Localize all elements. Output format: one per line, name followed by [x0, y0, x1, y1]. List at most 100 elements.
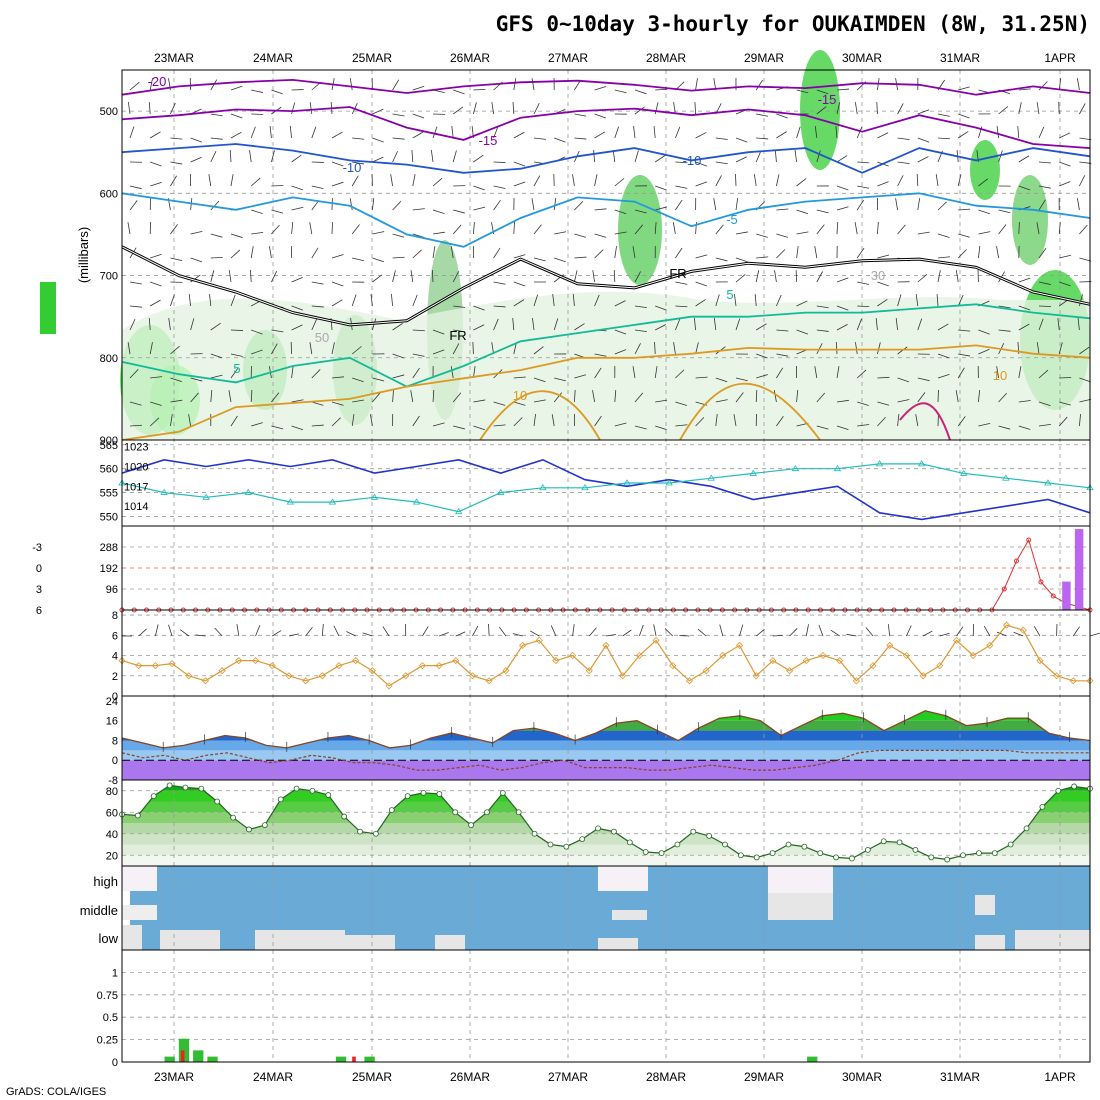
wind-barb: [634, 106, 645, 115]
wind-speed-marker: [685, 677, 694, 685]
wind-barb: [493, 247, 501, 259]
wind-barb: [452, 106, 464, 115]
pressure-tick: 700: [100, 271, 118, 283]
precip-tick: 0.5: [103, 1012, 118, 1024]
wind-barb: [170, 224, 178, 235]
wind-speed-marker: [251, 657, 260, 665]
rh-band: [122, 833, 1090, 845]
precip-tick: 1: [112, 967, 118, 979]
cloud-block: [598, 866, 648, 891]
wind-barb: [1079, 257, 1092, 262]
surface-wind-barb: [455, 631, 466, 637]
wind-barb: [734, 294, 737, 307]
wind-barb: [210, 200, 220, 211]
wind-barb: [715, 399, 728, 403]
wind-barb: [513, 254, 526, 259]
wind-barb: [372, 392, 381, 403]
wind-barb: [776, 174, 780, 187]
wind-barb: [513, 401, 526, 406]
wind-barb: [955, 390, 959, 403]
surface-wind-barb: [362, 632, 373, 637]
wind-barb: [816, 392, 826, 403]
wind-barb: [271, 150, 275, 163]
rh-marker: [753, 854, 760, 861]
wind-barb: [776, 416, 784, 427]
wind-barb: [715, 175, 722, 187]
wind-barb: [432, 177, 443, 187]
wind-barb: [998, 150, 1003, 163]
wind-barb: [897, 103, 904, 115]
rh-tick: 40: [106, 829, 118, 841]
wind-speed-marker: [969, 651, 977, 660]
wind-barb: [675, 199, 683, 211]
wind-barb: [291, 305, 304, 311]
wind-barb: [756, 353, 768, 359]
wind-barb: [513, 78, 517, 91]
rh-marker: [404, 793, 411, 800]
rh-marker: [976, 850, 982, 856]
wind-speed-marker: [518, 641, 527, 649]
lifted-tick: 6: [36, 605, 42, 617]
wind-barb: [735, 198, 739, 211]
wind-barb: [493, 161, 506, 163]
isotherm-line: [479, 390, 601, 441]
wind-barb: [210, 390, 213, 403]
wind-barb: [835, 126, 838, 139]
wind-barb: [372, 231, 385, 235]
wind-barb: [594, 131, 606, 139]
wind-barb: [695, 132, 707, 139]
surface-wind-barb: [772, 634, 783, 637]
wind-barb: [695, 254, 708, 259]
surface-wind-barb: [639, 624, 644, 637]
wind-barb: [1079, 161, 1092, 164]
wind-barb: [856, 318, 862, 331]
wind-barb: [594, 174, 598, 187]
wind-barb: [836, 155, 848, 163]
wind-barb: [210, 233, 223, 238]
surface-wind-barb: [321, 624, 324, 637]
wind-barb: [735, 231, 748, 235]
wind-barb: [675, 369, 685, 379]
rh-marker: [484, 809, 490, 816]
lifted-tick: -3: [32, 542, 42, 554]
wind-barb: [149, 299, 161, 307]
rh-marker: [595, 825, 601, 832]
cloud-block: [435, 935, 465, 950]
rh-marker: [325, 792, 332, 798]
wind-barb: [675, 318, 681, 331]
wind-barb: [1059, 281, 1071, 287]
wind-speed-marker: [585, 667, 593, 675]
surface-wind-barb: [789, 628, 798, 637]
wind-barb: [250, 246, 254, 259]
wind-barb: [513, 376, 526, 379]
wind-barb: [653, 126, 656, 139]
surface-wind-barb: [906, 625, 912, 637]
wind-barb: [230, 131, 242, 139]
surface-wind-barb: [818, 624, 824, 637]
lifted-index-marker: [1013, 558, 1019, 564]
wind-barb: [269, 246, 272, 259]
wind-barb: [796, 300, 808, 307]
wind-barb: [251, 209, 263, 214]
surface-wind-barb: [180, 629, 189, 637]
cloud-block: [122, 866, 157, 891]
wind-barb: [512, 101, 515, 115]
cape-tick: 192: [100, 563, 118, 575]
rh-marker: [642, 849, 649, 855]
thickness-marker: [833, 464, 842, 472]
wind-barb: [210, 137, 223, 140]
wind-barb: [857, 281, 870, 285]
wind-barb: [776, 113, 788, 119]
wind-barb: [958, 113, 970, 119]
lifted-tick: 0: [36, 563, 42, 575]
wind-speed-marker: [836, 657, 844, 665]
wind-barb: [190, 137, 203, 143]
wind-barb: [473, 185, 485, 191]
wind-barb: [230, 113, 243, 119]
wind-barb: [493, 126, 499, 139]
rh-marker: [769, 850, 776, 856]
wind-barb: [776, 294, 782, 307]
isotherm-line: [121, 344, 1091, 441]
rh-marker: [182, 784, 189, 791]
wind-barb: [170, 294, 175, 307]
